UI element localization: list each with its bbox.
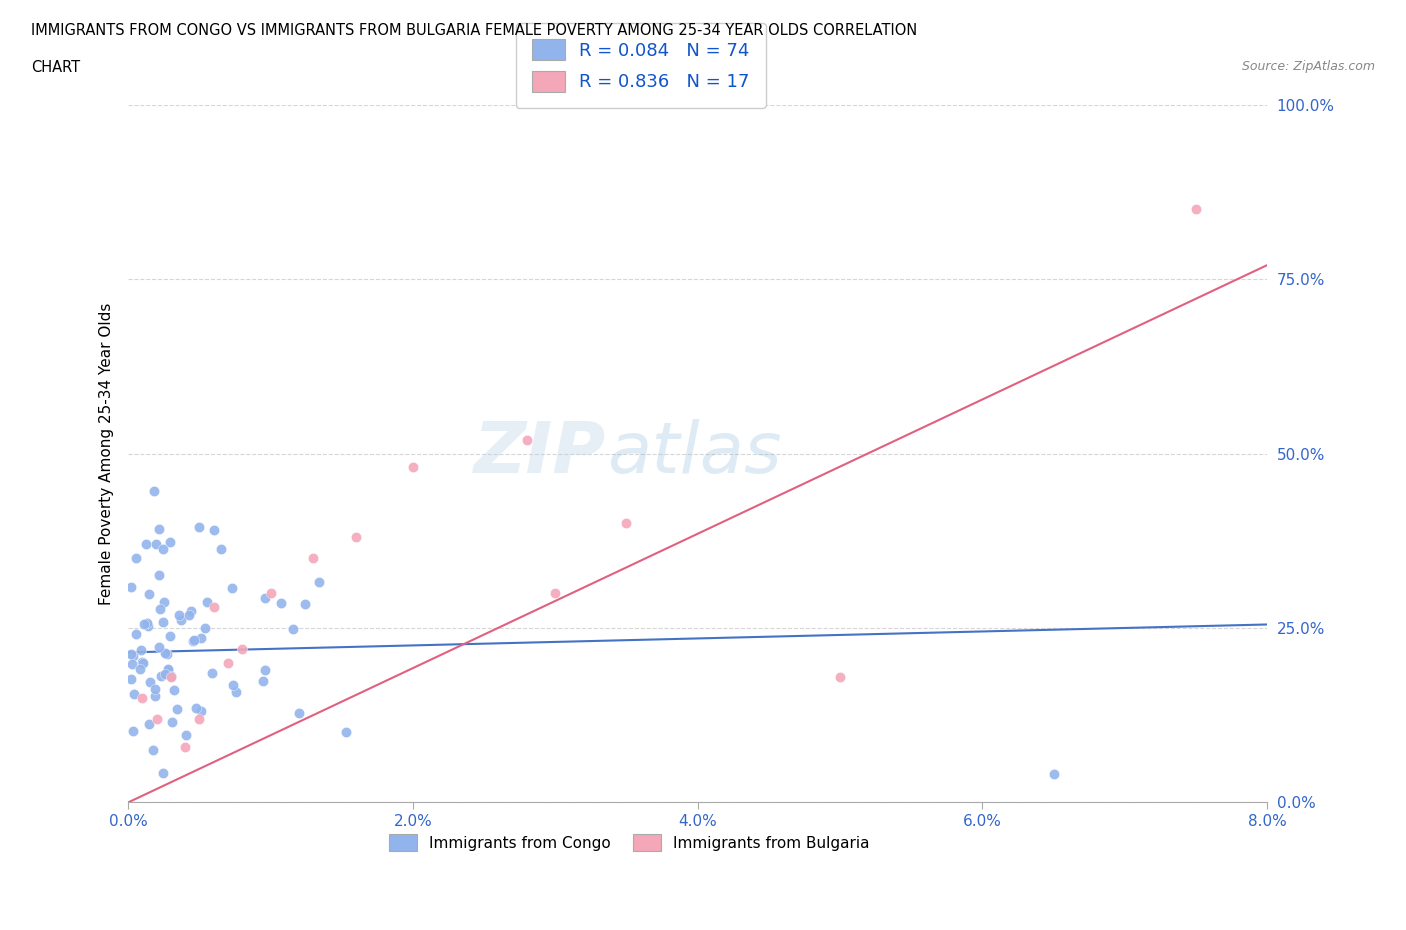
Point <box>131 655 153 670</box>
Point <box>188 711 211 726</box>
Point <box>138 674 160 689</box>
Point <box>148 522 170 537</box>
Point <box>153 667 176 682</box>
Point <box>217 656 239 671</box>
Point <box>187 520 209 535</box>
Point <box>143 688 166 703</box>
Point <box>179 607 201 622</box>
Point <box>152 614 174 629</box>
Point <box>616 516 638 531</box>
Point <box>145 711 167 726</box>
Point <box>131 690 153 705</box>
Point <box>121 657 143 671</box>
Point <box>308 574 330 589</box>
Point <box>153 594 176 609</box>
Point <box>132 655 155 670</box>
Point <box>156 661 179 676</box>
Point <box>135 537 157 551</box>
Point <box>150 669 173 684</box>
Point <box>252 673 274 688</box>
Point <box>122 686 145 701</box>
Point <box>156 646 179 661</box>
Point <box>152 765 174 780</box>
Point <box>138 587 160 602</box>
Point <box>159 629 181 644</box>
Point <box>190 631 212 645</box>
Point <box>121 724 143 738</box>
Point <box>125 627 148 642</box>
Point <box>195 595 218 610</box>
Point <box>136 618 159 633</box>
Point <box>302 551 325 565</box>
Point <box>231 642 253 657</box>
Text: ZIP: ZIP <box>474 419 606 488</box>
Y-axis label: Female Poverty Among 25-34 Year Olds: Female Poverty Among 25-34 Year Olds <box>100 302 114 604</box>
Point <box>159 535 181 550</box>
Point <box>181 634 204 649</box>
Point <box>148 640 170 655</box>
Point <box>828 670 851 684</box>
Point <box>125 551 148 565</box>
Point <box>143 484 166 498</box>
Point <box>159 669 181 684</box>
Text: CHART: CHART <box>31 60 80 75</box>
Text: IMMIGRANTS FROM CONGO VS IMMIGRANTS FROM BULGARIA FEMALE POVERTY AMONG 25-34 YEA: IMMIGRANTS FROM CONGO VS IMMIGRANTS FROM… <box>31 23 917 38</box>
Point <box>288 706 311 721</box>
Point <box>225 684 247 699</box>
Point <box>184 700 207 715</box>
Point <box>143 681 166 696</box>
Point <box>132 617 155 631</box>
Point <box>128 661 150 676</box>
Point <box>120 671 142 686</box>
Point <box>135 616 157 631</box>
Point <box>145 537 167 551</box>
Point <box>160 670 183 684</box>
Point <box>1042 767 1064 782</box>
Point <box>169 607 191 622</box>
Point <box>153 645 176 660</box>
Point <box>1185 202 1208 217</box>
Point <box>221 581 243 596</box>
Point <box>162 715 184 730</box>
Legend: Immigrants from Congo, Immigrants from Bulgaria: Immigrants from Congo, Immigrants from B… <box>382 828 876 857</box>
Point <box>129 643 152 658</box>
Point <box>169 613 191 628</box>
Point <box>283 621 305 636</box>
Point <box>294 597 316 612</box>
Text: atlas: atlas <box>606 419 782 488</box>
Point <box>516 432 538 447</box>
Point <box>270 596 292 611</box>
Point <box>142 742 165 757</box>
Point <box>174 739 197 754</box>
Text: Source: ZipAtlas.com: Source: ZipAtlas.com <box>1241 60 1375 73</box>
Point <box>402 460 425 475</box>
Point <box>209 541 232 556</box>
Point <box>202 600 225 615</box>
Point <box>120 646 142 661</box>
Point <box>544 586 567 601</box>
Point <box>152 542 174 557</box>
Point <box>254 591 277 605</box>
Point <box>259 586 281 601</box>
Point <box>253 662 276 677</box>
Point <box>335 724 357 739</box>
Point <box>148 568 170 583</box>
Point <box>204 523 226 538</box>
Point <box>156 662 179 677</box>
Point <box>121 648 143 663</box>
Point <box>344 530 367 545</box>
Point <box>138 717 160 732</box>
Point <box>120 579 142 594</box>
Point <box>174 727 197 742</box>
Point <box>200 665 222 680</box>
Point <box>222 678 245 693</box>
Point <box>162 683 184 698</box>
Point <box>190 703 212 718</box>
Point <box>194 620 217 635</box>
Point <box>180 604 202 618</box>
Point <box>149 602 172 617</box>
Point <box>183 632 205 647</box>
Point <box>166 702 188 717</box>
